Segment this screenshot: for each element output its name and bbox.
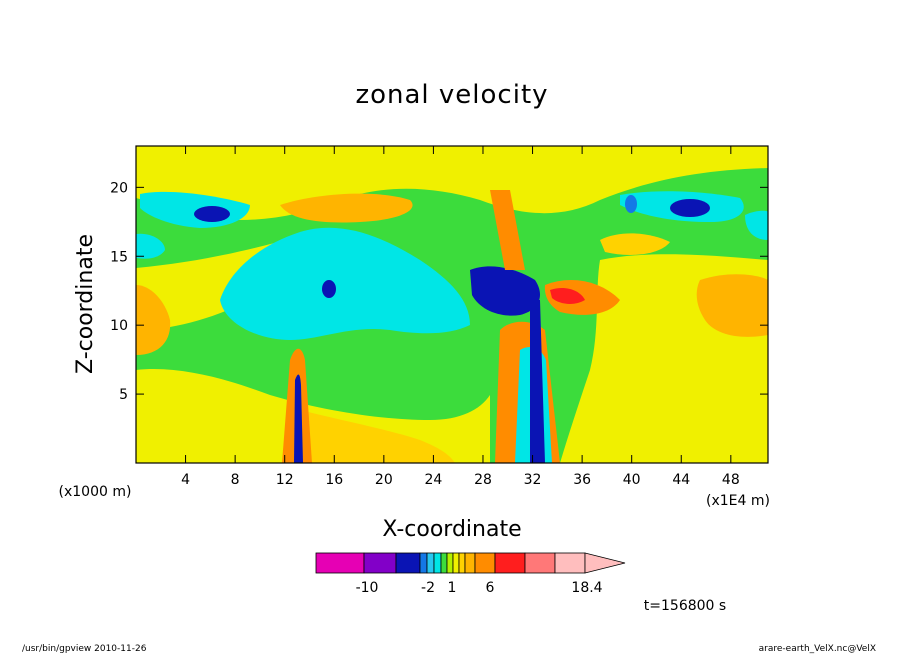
colorbar-labels: -10 -2 1 6 18.4: [356, 580, 603, 596]
colorbar-segment: [474, 552, 496, 574]
colorbar-label: 18.4: [571, 580, 602, 596]
x-tick-label: 40: [623, 472, 641, 488]
contour-cyan-center: [220, 227, 470, 340]
colorbar-segment: [464, 552, 476, 574]
colorbar-segment: [433, 552, 442, 574]
colorbar-segment: [494, 552, 526, 574]
y-tick-label: 5: [119, 387, 128, 403]
colorbar-segment: [446, 552, 454, 574]
plot-frame: [135, 145, 769, 464]
y-tick-label: 20: [110, 180, 128, 196]
colorbar-segment: [315, 552, 365, 574]
contour-dark-blue-topright: [670, 199, 710, 217]
contour-cyan-right: [745, 210, 768, 240]
colorbar-segment: [395, 552, 421, 574]
contour-cyan-left: [136, 233, 165, 259]
y-axis-label: Z-coordinate: [73, 234, 98, 374]
contour-orange-top: [280, 193, 413, 223]
x-tick-label: 28: [474, 472, 492, 488]
x-tick-label: 36: [573, 472, 591, 488]
x-unit-right: (x1E4 m): [706, 493, 770, 509]
x-tick-label: 24: [424, 472, 442, 488]
colorbar-segment: [426, 552, 435, 574]
colorbar-segment: [524, 552, 556, 574]
contour-blue-right: [625, 195, 637, 213]
y-axis: 5 10 15 20: [110, 180, 768, 403]
x-axis-label: X-coordinate: [382, 517, 521, 542]
x-tick-label: 44: [672, 472, 690, 488]
colorbar-segment: [452, 552, 460, 574]
x-tick-label: 20: [375, 472, 393, 488]
footer-left: /usr/bin/gpview 2010-11-26: [22, 644, 147, 654]
contour-light-orange-bottom: [290, 410, 455, 463]
x-tick-label: 4: [181, 472, 190, 488]
colorbar-label: 6: [486, 580, 495, 596]
x-tick-label: 12: [276, 472, 294, 488]
plot-area: [136, 146, 768, 463]
x-unit-left: (x1000 m): [59, 484, 132, 500]
colorbar-label: -10: [356, 580, 379, 596]
y-tick-label: 10: [110, 318, 128, 334]
x-tick-label: 8: [231, 472, 240, 488]
x-tick-label: 48: [722, 472, 740, 488]
colorbar-label: -2: [421, 580, 435, 596]
colorbar-segment: [419, 552, 428, 574]
contour-dark-blue-topleft: [194, 206, 230, 222]
chart-title: zonal velocity: [355, 80, 548, 110]
contour-dark-blue-small: [322, 280, 336, 298]
contour-dark-blue-center: [470, 266, 540, 316]
colorbar-segment: [554, 552, 586, 574]
footer-right: arare-earth_VelX.nc@VelX: [759, 644, 876, 654]
contour-wave-left-inner: [294, 374, 303, 463]
colorbar-label: 1: [448, 580, 457, 596]
colorbar-segment: [363, 552, 397, 574]
x-axis: 4 8 12 16 20 24 28 32 36 40 44 48: [181, 146, 740, 488]
colorbar-segment: [440, 552, 448, 574]
time-stamp: t=156800 s: [644, 598, 726, 614]
contour-red-spot: [550, 288, 585, 304]
x-tick-label: 16: [325, 472, 343, 488]
colorbar-arrow: [584, 552, 626, 574]
x-tick-label: 32: [524, 472, 542, 488]
colorbar-segment: [458, 552, 466, 574]
colorbar: [315, 552, 626, 574]
y-tick-label: 15: [110, 249, 128, 265]
contour-orange-right: [696, 274, 768, 337]
contour-light-orange-topright: [600, 233, 670, 255]
contour-orange-left: [136, 285, 171, 355]
contour-wave-center-blue: [530, 300, 545, 463]
contour-wave-streak: [490, 190, 525, 270]
